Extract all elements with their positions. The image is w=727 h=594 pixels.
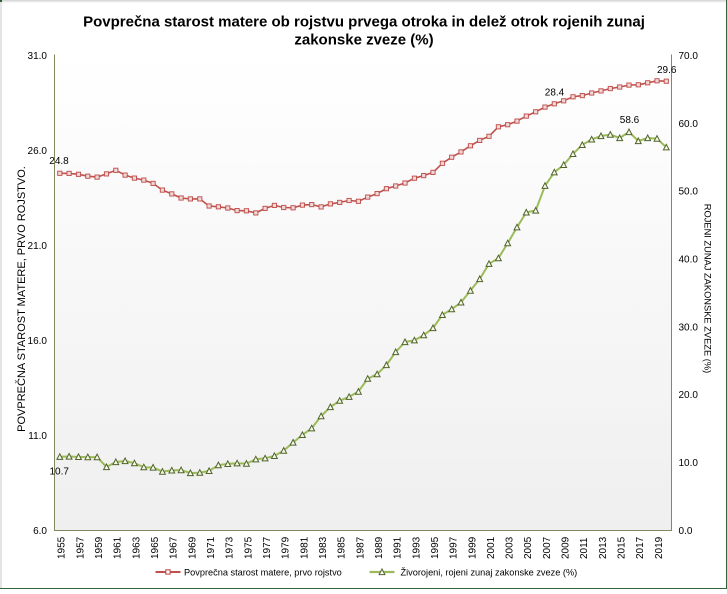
- svg-text:ROJENI ZUNAJ ZAKONSKE ZVEZE (%: ROJENI ZUNAJ ZAKONSKE ZVEZE (%): [702, 204, 712, 373]
- svg-text:1989: 1989: [374, 536, 385, 559]
- svg-text:Povprečna starost matere ob ro: Povprečna starost matere ob rojstvu prve…: [83, 13, 645, 30]
- svg-text:2011: 2011: [579, 537, 590, 559]
- svg-text:2009: 2009: [561, 536, 572, 559]
- svg-text:1965: 1965: [150, 536, 161, 559]
- svg-text:2017: 2017: [635, 536, 646, 559]
- svg-text:1979: 1979: [281, 536, 292, 559]
- svg-text:1955: 1955: [57, 536, 68, 559]
- svg-text:29.6: 29.6: [657, 65, 677, 76]
- svg-text:10.7: 10.7: [49, 467, 69, 478]
- svg-text:60.0: 60.0: [679, 119, 699, 130]
- svg-text:26.0: 26.0: [28, 146, 48, 157]
- svg-text:1991: 1991: [393, 536, 404, 559]
- svg-text:1971: 1971: [206, 536, 217, 559]
- svg-text:1975: 1975: [243, 536, 254, 559]
- svg-text:1961: 1961: [113, 536, 124, 559]
- svg-text:Živorojeni, rojeni zunaj zakon: Živorojeni, rojeni zunaj zakonske zveze …: [401, 568, 578, 578]
- svg-text:24.8: 24.8: [49, 156, 69, 167]
- svg-text:58.6: 58.6: [620, 115, 640, 126]
- svg-text:1957: 1957: [75, 536, 86, 559]
- svg-text:40.0: 40.0: [679, 255, 699, 266]
- svg-text:2013: 2013: [598, 536, 609, 559]
- svg-text:1983: 1983: [318, 536, 329, 559]
- svg-text:Povprečna starost matere, prvo: Povprečna starost matere, prvo rojstvo: [184, 568, 342, 578]
- svg-text:1981: 1981: [299, 536, 310, 559]
- svg-text:21.0: 21.0: [28, 241, 48, 252]
- svg-text:30.0: 30.0: [679, 322, 699, 333]
- svg-text:1987: 1987: [355, 536, 366, 559]
- svg-text:70.0: 70.0: [679, 51, 699, 62]
- svg-text:1999: 1999: [467, 536, 478, 559]
- svg-text:zakonske zveze (%): zakonske zveze (%): [294, 32, 433, 49]
- svg-text:1997: 1997: [449, 536, 460, 559]
- svg-text:1963: 1963: [131, 536, 142, 559]
- svg-text:2001: 2001: [486, 536, 497, 559]
- svg-text:1985: 1985: [337, 536, 348, 559]
- svg-text:1967: 1967: [169, 536, 180, 559]
- svg-text:31.0: 31.0: [28, 51, 48, 62]
- svg-text:11.0: 11.0: [28, 431, 47, 442]
- svg-text:1969: 1969: [187, 536, 198, 559]
- svg-text:20.0: 20.0: [679, 390, 699, 401]
- svg-text:2007: 2007: [542, 536, 553, 559]
- svg-text:1977: 1977: [262, 536, 273, 559]
- svg-text:2015: 2015: [617, 536, 628, 559]
- svg-text:1959: 1959: [94, 536, 105, 559]
- svg-text:0.0: 0.0: [679, 526, 693, 537]
- svg-text:10.0: 10.0: [679, 458, 699, 469]
- svg-text:1995: 1995: [430, 536, 441, 559]
- svg-text:28.4: 28.4: [545, 88, 565, 99]
- svg-text:6.0: 6.0: [33, 526, 47, 537]
- svg-text:2019: 2019: [654, 536, 665, 559]
- svg-text:2003: 2003: [505, 536, 516, 559]
- svg-text:1993: 1993: [411, 536, 422, 559]
- svg-text:2005: 2005: [523, 536, 534, 559]
- svg-text:16.0: 16.0: [28, 336, 48, 347]
- svg-text:POVPREČNA STAROST MATERE, PRVO: POVPREČNA STAROST MATERE, PRVO ROJSTVO.: [15, 166, 28, 432]
- svg-text:50.0: 50.0: [679, 187, 699, 198]
- svg-text:1973: 1973: [225, 536, 236, 559]
